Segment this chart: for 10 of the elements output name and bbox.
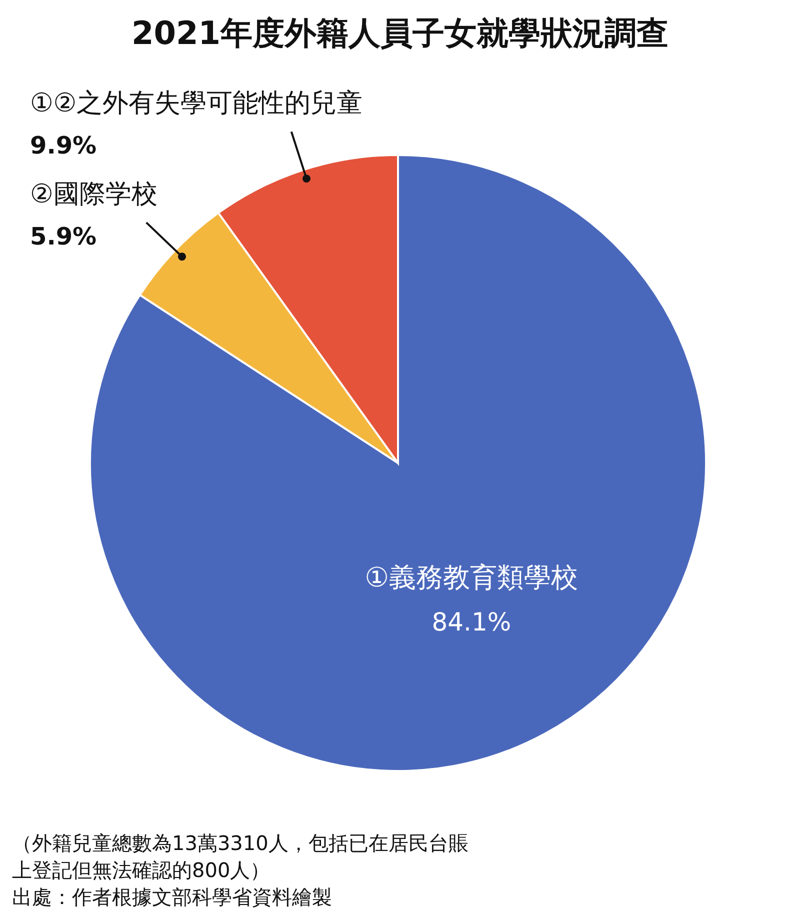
data-label: 9.9%: [30, 132, 97, 160]
text: 上登記但無法確認的800人）: [12, 858, 270, 882]
chart-title: 2021年度外籍人員子女就學狀況調查: [131, 14, 669, 52]
slice-label: ②國際学校: [30, 180, 158, 210]
data-label: 84.1%: [432, 607, 512, 636]
slice-label: ①義務教育類學校: [364, 562, 578, 594]
data-label: 5.9%: [30, 222, 97, 251]
text: （外籍兒童總數為13萬3310人，包括已在居民台賬: [12, 831, 468, 855]
text: 出處：作者根據文部科學省資料繪製: [12, 885, 332, 909]
slice-label: ①②之外有失學可能性的兒童: [30, 88, 363, 119]
